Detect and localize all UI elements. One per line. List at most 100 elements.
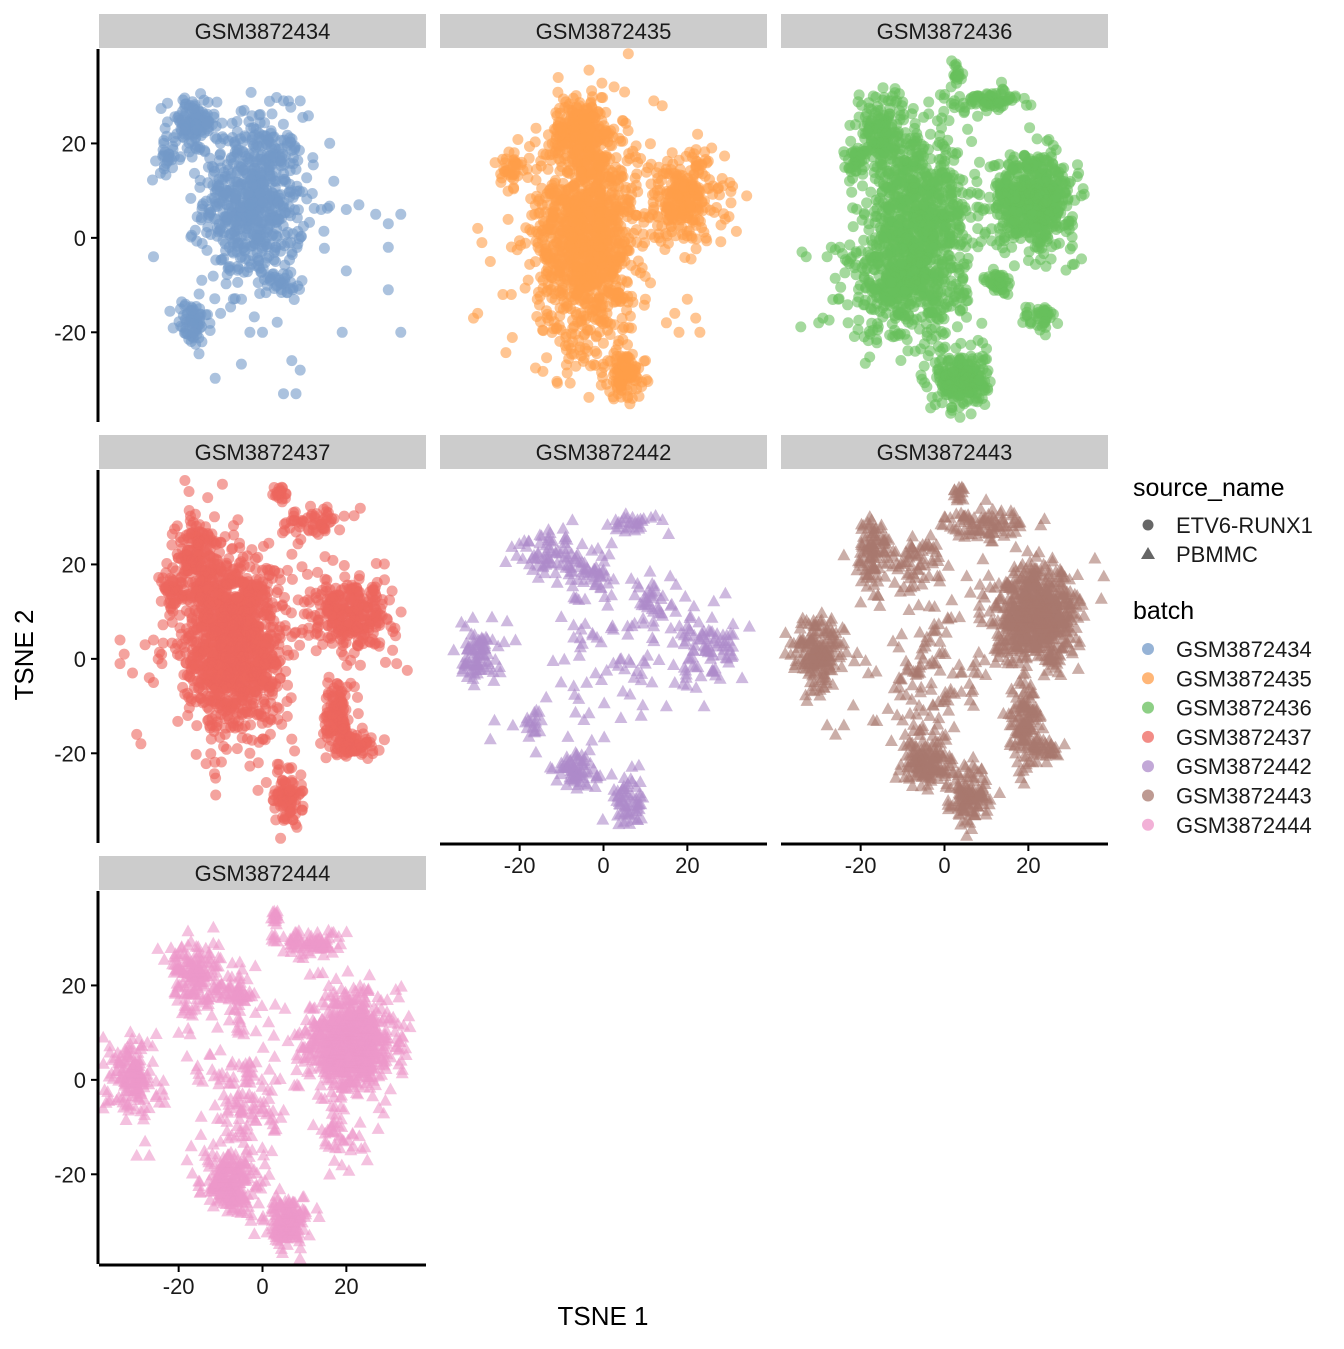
data-point: [225, 302, 236, 313]
data-point: [835, 282, 846, 293]
data-point: [237, 147, 248, 158]
data-point: [247, 219, 258, 230]
data-point: [569, 321, 580, 332]
data-point: [579, 135, 590, 146]
data-point: [923, 97, 934, 108]
data-point: [694, 327, 705, 338]
data-point: [944, 115, 955, 126]
data-point: [904, 277, 915, 288]
data-point: [247, 240, 258, 251]
data-point: [540, 207, 551, 218]
data-point: [624, 353, 635, 364]
data-point: [970, 97, 981, 108]
data-point: [579, 229, 590, 240]
data-point: [551, 376, 562, 387]
data-point: [871, 240, 882, 251]
data-point: [337, 327, 348, 338]
y-tick-label: 20: [62, 131, 86, 156]
data-point: [275, 246, 286, 257]
data-point: [911, 213, 922, 224]
data-point: [624, 363, 635, 374]
data-point: [1009, 260, 1020, 271]
data-point: [726, 197, 737, 208]
data-point: [156, 103, 167, 114]
data-point: [561, 298, 572, 309]
data-point: [194, 348, 205, 359]
data-point: [924, 221, 935, 232]
data-point: [934, 190, 945, 201]
data-point: [856, 150, 867, 161]
data-point: [536, 161, 547, 172]
data-point: [203, 162, 214, 173]
data-point: [303, 110, 314, 121]
data-point: [615, 136, 626, 147]
y-tick-label: -20: [54, 320, 86, 345]
data-point: [582, 324, 593, 335]
data-point: [600, 273, 611, 284]
data-point: [253, 141, 264, 152]
data-point: [950, 343, 961, 354]
data-point: [871, 337, 882, 348]
data-point: [1004, 92, 1015, 103]
data-point: [919, 166, 930, 177]
data-point: [476, 237, 487, 248]
data-point: [881, 232, 892, 243]
data-point: [530, 256, 541, 267]
data-point: [878, 82, 889, 93]
facet-panel-GSM3872435: GSM3872435: [440, 14, 767, 409]
data-point: [625, 311, 636, 322]
data-point: [605, 140, 616, 151]
data-point: [625, 204, 636, 215]
data-point: [716, 220, 727, 231]
data-point: [614, 235, 625, 246]
data-point: [935, 89, 946, 100]
data-point: [667, 147, 678, 158]
data-point: [1024, 122, 1035, 133]
data-point: [292, 239, 303, 250]
data-point: [211, 97, 222, 108]
data-point: [527, 226, 538, 237]
data-point: [221, 278, 232, 289]
data-points: [795, 55, 1089, 422]
data-point: [857, 215, 868, 226]
data-point: [218, 175, 229, 186]
data-point: [578, 263, 589, 274]
data-point: [589, 182, 600, 193]
data-point: [553, 184, 564, 195]
data-point: [890, 97, 901, 108]
data-point: [645, 138, 656, 149]
data-point: [284, 187, 295, 198]
data-point: [537, 366, 548, 377]
data-point: [278, 95, 289, 106]
data-point: [639, 356, 650, 367]
data-point: [262, 280, 273, 291]
data-point: [962, 124, 973, 135]
data-point: [889, 325, 900, 336]
data-point: [512, 134, 523, 145]
data-point: [506, 289, 517, 300]
data-point: [1069, 259, 1080, 270]
data-point: [225, 261, 236, 272]
data-point: [185, 193, 196, 204]
data-point: [551, 265, 562, 276]
data-point: [846, 187, 857, 198]
data-point: [264, 170, 275, 181]
data-point: [244, 255, 255, 266]
data-point: [272, 317, 283, 328]
data-point: [594, 327, 605, 338]
data-point: [958, 258, 969, 269]
data-point: [641, 167, 652, 178]
data-point: [257, 197, 268, 208]
data-point: [194, 289, 205, 300]
data-point: [598, 338, 609, 349]
data-point: [909, 178, 920, 189]
data-point: [1063, 193, 1074, 204]
data-point: [955, 412, 966, 423]
data-point: [561, 217, 572, 228]
data-point: [209, 193, 220, 204]
data-point: [551, 134, 562, 145]
data-point: [1030, 259, 1041, 270]
data-point: [944, 353, 955, 364]
data-point: [861, 197, 872, 208]
data-point: [941, 172, 952, 183]
